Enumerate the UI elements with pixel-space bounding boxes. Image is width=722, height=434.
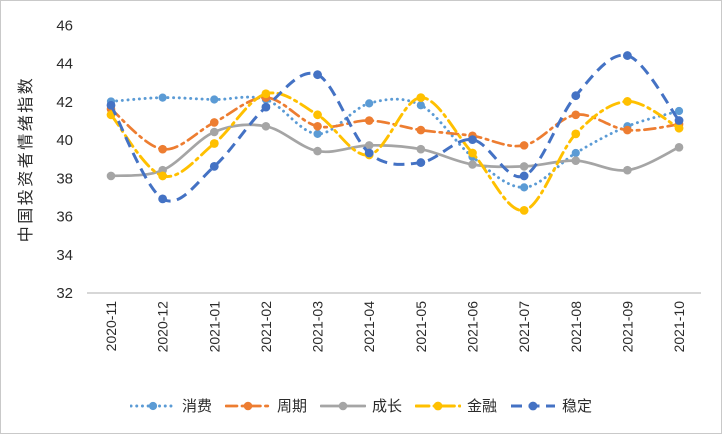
legend-marker-consumption [148,401,158,410]
series-marker-growth [313,146,322,156]
y-tick-label: 42 [56,94,73,111]
series-marker-stability [106,100,116,110]
series-marker-cycle [364,116,374,125]
y-tick-label: 36 [56,209,73,226]
series-marker-stability [158,194,168,204]
series-marker-cycle [313,121,322,131]
y-tick-label: 44 [56,56,73,73]
legend-marker-stability [528,401,538,410]
series-marker-stability [313,70,322,80]
series-marker-growth [519,162,529,171]
series-marker-finance [261,89,271,99]
series-marker-consumption [571,148,580,158]
chart-legend: 消费 周期 成长 金融 稳定 [1,395,721,416]
sentiment-chart-svg: 32 34 36 38 40 42 44 46 中国投资者情绪指数 2020-11 2020-12 2… [17,18,701,353]
x-tick-label: 2021-02 [258,301,274,353]
series-marker-stability [416,158,426,167]
series-marker-stability [674,116,684,125]
x-tick-label: 2021-08 [568,301,584,353]
series-marker-consumption [365,99,374,108]
x-tick-label: 2020-12 [155,301,171,353]
series-marker-stability [261,102,271,112]
y-tick-label: 34 [56,247,73,264]
y-tick-label: 32 [56,285,73,302]
y-axis-title: 中国投资者情绪指数 [17,76,35,243]
series-marker-consumption [520,183,529,192]
legend-swatch-finance [415,401,461,410]
series-marker-consumption [158,93,167,102]
series-marker-growth [106,171,116,181]
legend-item-stability: 稳定 [510,395,592,416]
legend-item-consumption: 消费 [129,395,212,416]
y-tick-label: 40 [56,132,73,149]
x-tick-label: 2021-10 [671,301,687,353]
legend-marker-finance [433,401,443,410]
series-marker-growth [468,160,477,169]
series-marker-stability [364,148,374,158]
legend-swatch-cycle [224,401,271,410]
series-marker-finance [519,205,529,215]
series-marker-finance [158,171,168,181]
x-tick-label: 2021-05 [413,301,429,353]
series-marker-growth [623,165,632,175]
x-tick-label: 2021-07 [516,301,532,353]
legend-swatch-consumption [129,401,176,410]
series-marker-stability [571,91,581,101]
series-line-finance [109,91,681,212]
x-tick-label: 2021-03 [310,301,326,353]
legend-item-growth: 成长 [319,395,402,416]
series-marker-growth [364,141,374,150]
legend-marker-cycle [243,401,253,410]
series-line-stability [109,53,681,203]
series-marker-growth [209,127,219,137]
x-tick-label: 2021-01 [206,301,222,353]
legend-label-cycle: 周期 [276,398,307,415]
series-marker-cycle [519,141,529,150]
series-marker-consumption [210,95,219,104]
series-marker-cycle [623,125,632,135]
x-tick-label: 2020-11 [103,301,119,352]
legend-label-stability: 稳定 [562,398,593,415]
y-tick-label: 38 [56,170,73,187]
series-marker-finance [571,129,581,139]
series-marker-cycle [571,110,581,120]
series-marker-cycle [158,144,167,154]
legend-swatch-stability [511,401,556,410]
series-marker-finance [209,139,219,148]
legend-label-growth: 成长 [371,398,402,415]
series-marker-cycle [416,125,426,135]
series-marker-finance [468,148,477,158]
series-marker-finance [416,93,426,103]
series-marker-consumption [674,106,684,116]
series-marker-finance [674,123,684,133]
series-marker-growth [416,144,426,154]
series-marker-stability [209,161,219,171]
series-marker-growth [261,121,271,131]
x-tick-label: 2021-04 [361,301,377,353]
series-marker-finance [313,110,322,120]
series-marker-consumption [416,101,425,110]
series-line-consumption [109,95,681,189]
x-tick-label: 2021-06 [464,301,480,353]
legend-marker-growth [338,401,348,410]
legend-item-cycle: 周期 [224,395,307,416]
legend-label-finance: 金融 [467,398,498,415]
series-marker-growth [674,142,684,152]
y-tick-label: 46 [56,18,73,35]
series-marker-stability [623,51,632,60]
series-marker-growth [571,156,581,165]
legend-item-finance: 金融 [415,395,497,416]
series-marker-finance [623,97,632,106]
legend-label-consumption: 消费 [181,398,212,415]
series-marker-stability [468,135,477,145]
series-marker-consumption [313,129,322,139]
series-marker-cycle [209,118,219,127]
series-marker-stability [519,171,529,181]
x-tick-label: 2021-09 [619,301,635,353]
series-line-growth [109,123,681,178]
legend-swatch-growth [319,401,366,410]
